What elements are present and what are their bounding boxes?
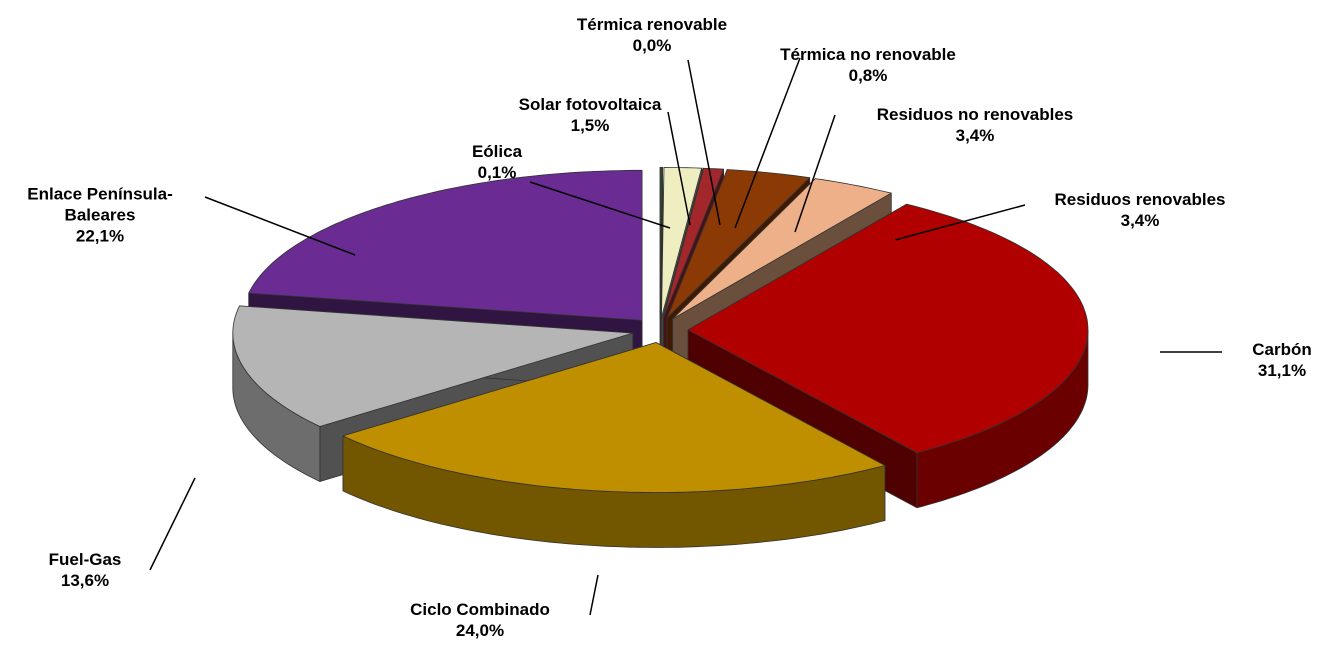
slice bbox=[687, 203, 1089, 454]
label-value: 31,1% bbox=[1257, 361, 1307, 380]
leader-line bbox=[204, 196, 356, 256]
label-name: Térmica no renovable bbox=[780, 45, 956, 64]
slice bbox=[659, 167, 663, 318]
label-name: Solar fotovoltaica bbox=[518, 95, 662, 114]
label-value: 0,0% bbox=[632, 36, 672, 55]
label-value: 24,0% bbox=[455, 621, 505, 640]
label-name: Eólica bbox=[471, 142, 523, 161]
label-value: 1,5% bbox=[570, 116, 610, 135]
leader-line bbox=[734, 57, 801, 229]
slice-label: Carbón 31,1% bbox=[1252, 339, 1312, 381]
label-name: Fuel-Gas bbox=[48, 550, 122, 569]
label-value: 3,4% bbox=[955, 126, 995, 145]
slice-label: Ciclo Combinado 24,0% bbox=[410, 599, 550, 641]
label-name: Residuos no renovables bbox=[876, 105, 1074, 124]
label-name: Residuos renovables bbox=[1054, 190, 1226, 209]
slice bbox=[248, 169, 643, 321]
leader-line bbox=[529, 181, 671, 229]
slice bbox=[232, 305, 634, 427]
leader-line bbox=[687, 59, 721, 226]
label-value: 13,6% bbox=[60, 571, 110, 590]
slice-label: Térmica renovable 0,0% bbox=[577, 14, 727, 56]
leader-line bbox=[894, 204, 1026, 241]
label-name: Ciclo Combinado bbox=[410, 600, 550, 619]
slice-label: Eólica 0,1% bbox=[472, 141, 522, 183]
label-name: Térmica renovable bbox=[576, 15, 728, 34]
label-value: 0,8% bbox=[848, 66, 888, 85]
label-value: 0,1% bbox=[477, 163, 517, 182]
label-value: 22,1% bbox=[75, 226, 125, 246]
leader-line bbox=[149, 477, 196, 571]
leader-line bbox=[667, 111, 691, 226]
label-name: Enlace Península-Baleares bbox=[27, 184, 173, 225]
slice-label: Enlace Península-Baleares 22,1% bbox=[5, 184, 195, 247]
slice bbox=[661, 167, 702, 318]
slice bbox=[666, 169, 811, 319]
slice bbox=[342, 342, 886, 493]
slice bbox=[662, 167, 704, 318]
leader-line bbox=[589, 574, 599, 616]
slice-label: Residuos no renovables 3,4% bbox=[877, 104, 1074, 146]
leader-line bbox=[794, 114, 836, 233]
slice-label: Residuos renovables 3,4% bbox=[1054, 189, 1225, 231]
label-value: 3,4% bbox=[1120, 211, 1160, 230]
slice-label: Térmica no renovable 0,8% bbox=[780, 44, 956, 86]
slice-label: Fuel-Gas 13,6% bbox=[49, 549, 122, 591]
slice bbox=[672, 178, 892, 320]
label-name: Carbón bbox=[1252, 340, 1312, 359]
slice-label: Solar fotovoltaica 1,5% bbox=[519, 94, 662, 136]
